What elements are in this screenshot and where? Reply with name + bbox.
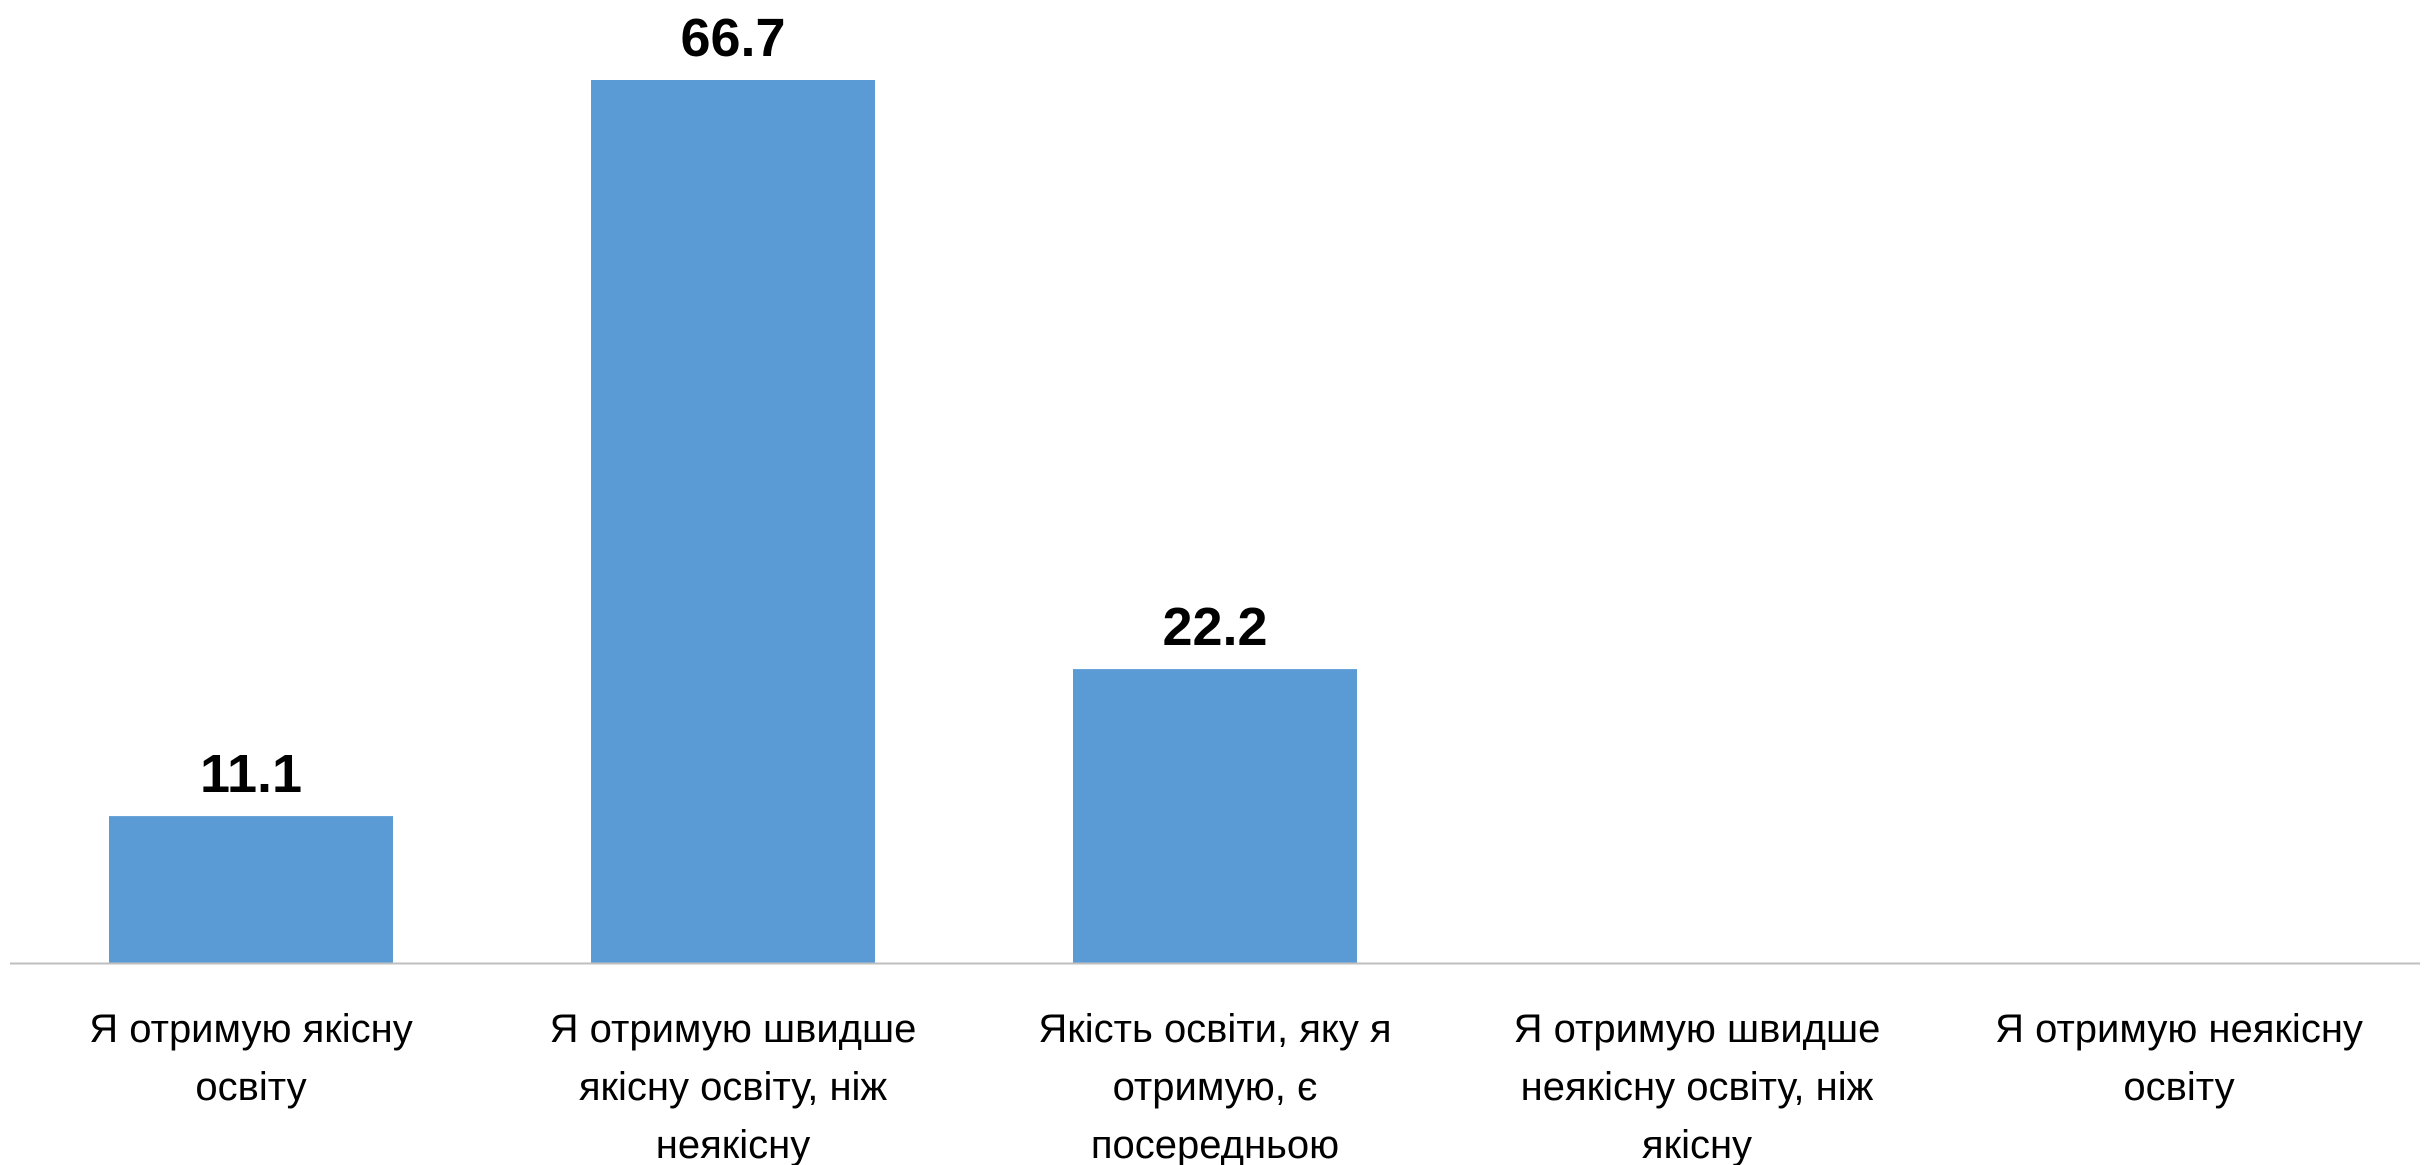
data-label-3: 22.2: [1162, 597, 1267, 657]
category-label-line: освіту: [2123, 1065, 2234, 1109]
category-label-line: отримую, є: [1113, 1065, 1318, 1109]
bar-1: [109, 816, 393, 963]
category-label-5: Я отримую неякісну освіту: [1995, 1007, 2363, 1109]
data-label-2: 66.7: [680, 8, 785, 68]
category-label-line: Я отримую швидше: [550, 1007, 917, 1051]
category-label-line: Я отримую якісну: [89, 1007, 412, 1051]
category-label-line: освіту: [195, 1065, 306, 1109]
category-label-line: Я отримую швидше: [1514, 1007, 1881, 1051]
category-label-2: Я отримую швидше якісну освіту, ніж неякіс…: [550, 1007, 917, 1165]
data-label-1: 11.1: [200, 744, 302, 804]
category-labels-layer: Я отримую якісну освіту Я отримую швидше як…: [89, 1007, 2363, 1165]
category-label-line: якісну: [1642, 1123, 1752, 1165]
category-label-line: Якість освіти, яку я: [1038, 1007, 1391, 1051]
bar-3: [1073, 669, 1357, 963]
category-label-line: неякісну освіту, ніж: [1521, 1065, 1874, 1109]
category-label-1: Я отримую якісну освіту: [89, 1007, 412, 1109]
category-label-line: Я отримую неякісну: [1995, 1007, 2363, 1051]
bar-2: [591, 80, 875, 963]
category-label-3: Якість освіти, яку я отримую, є посередньо…: [1038, 1007, 1391, 1165]
category-label-line: посередньою: [1091, 1123, 1339, 1165]
category-label-line: якісну освіту, ніж: [579, 1065, 888, 1109]
value-labels-layer: 11.1 66.7 22.2: [200, 8, 1268, 804]
bars-layer: [109, 80, 1357, 963]
category-label-4: Я отримую швидше неякісну освіту, ніж якіс…: [1514, 1007, 1881, 1165]
category-label-line: неякісну: [656, 1123, 810, 1165]
